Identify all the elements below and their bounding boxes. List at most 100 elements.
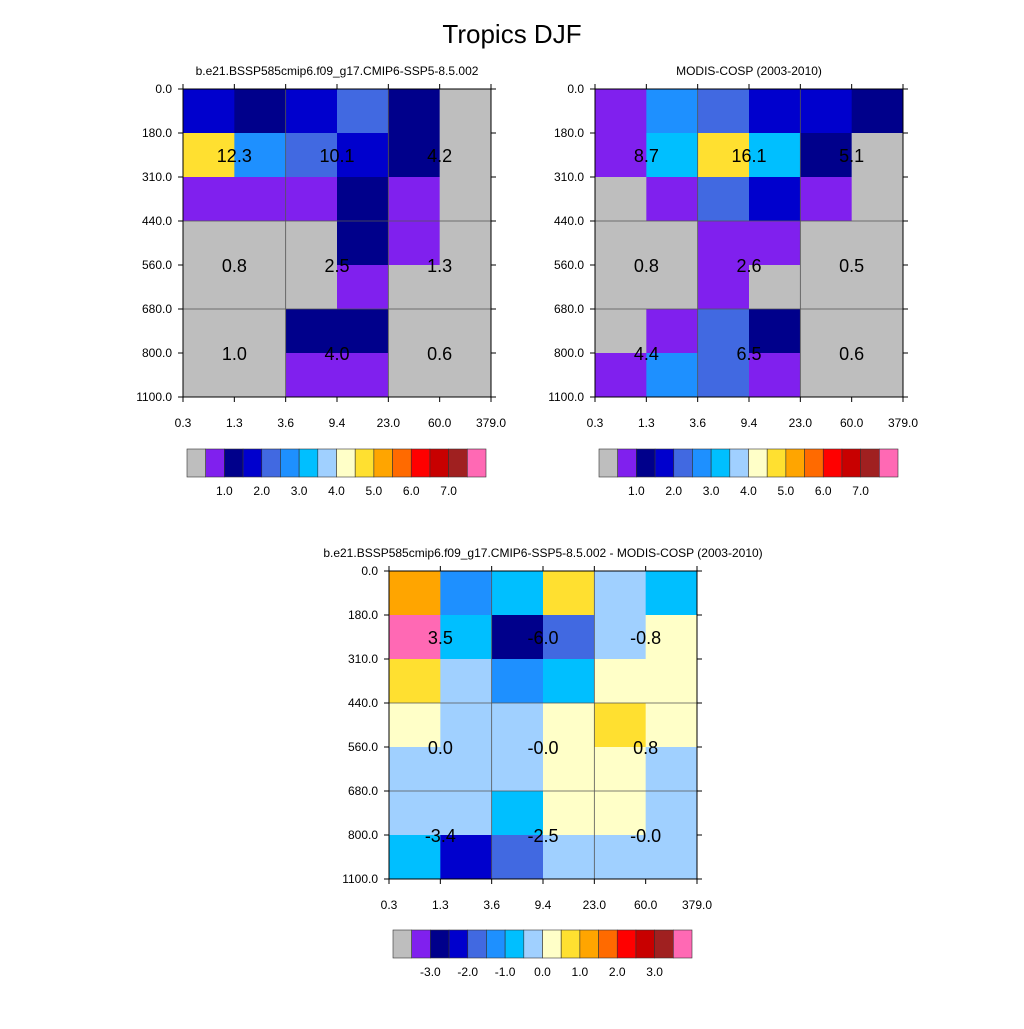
- heatmap-cell: [543, 571, 595, 616]
- heatmap-cell: [389, 571, 441, 616]
- heatmap-cell: [337, 221, 389, 266]
- block-value-label: 4.0: [324, 344, 349, 364]
- colorbar-box: [729, 448, 749, 478]
- block-value-label: 0.8: [222, 256, 247, 276]
- heatmap-cell: [645, 791, 698, 836]
- colorbar-box: [841, 448, 861, 478]
- colorbar-box: [430, 929, 450, 959]
- block-value-label: -0.0: [527, 738, 558, 758]
- heatmap-cell: [697, 89, 750, 134]
- heatmap-cell: [697, 353, 750, 398]
- block-value-label: 0.8: [633, 738, 658, 758]
- heatmap-cell: [594, 703, 647, 748]
- colorbar-box: [242, 448, 263, 478]
- heatmap-cell: [388, 177, 441, 222]
- heatmap-cell: [645, 703, 698, 748]
- heatmap-cell: [440, 703, 493, 748]
- heatmap-cell: [439, 265, 492, 310]
- heatmap-cell: [234, 221, 287, 266]
- panel-3: b.e21.BSSP585cmip6.f09_g17.CMIP6-SSP5-8.…: [323, 546, 762, 979]
- block-value-label: 8.7: [634, 146, 659, 166]
- colorbar-box: [635, 929, 655, 959]
- heatmap-cell: [234, 265, 287, 310]
- block-value-label: 16.1: [731, 146, 766, 166]
- heatmap-cell: [440, 615, 493, 660]
- heatmap-cell: [646, 265, 699, 310]
- heatmap-cell: [337, 353, 389, 398]
- heatmap-cell: [595, 221, 647, 266]
- heatmap-cell: [388, 265, 441, 310]
- y-tick-label: 310.0: [554, 170, 584, 184]
- heatmap-cell: [646, 177, 699, 222]
- y-tick-label: 800.0: [142, 346, 172, 360]
- heatmap-cell: [646, 221, 699, 266]
- colorbar-box: [317, 448, 337, 478]
- heatmap-cell: [595, 133, 647, 178]
- panel-title: b.e21.BSSP585cmip6.f09_g17.CMIP6-SSP5-8.…: [323, 546, 762, 560]
- x-tick-label: 1.3: [226, 416, 243, 430]
- colorbar-box: [504, 929, 525, 959]
- heatmap-cell: [595, 177, 647, 222]
- block-value-label: 3.5: [428, 628, 453, 648]
- heatmap-cell: [234, 353, 287, 398]
- colorbar-label: 6.0: [403, 484, 420, 498]
- heatmap-cell: [491, 703, 544, 748]
- heatmap-cell: [851, 309, 904, 354]
- panel-title: MODIS-COSP (2003-2010): [676, 64, 822, 78]
- colorbar-box: [336, 448, 356, 478]
- block-value-label: 0.8: [634, 256, 659, 276]
- heatmap-cell: [337, 133, 389, 178]
- heatmap-cell: [594, 835, 647, 880]
- block-value-label: -6.0: [527, 628, 558, 648]
- colorbar-box: [692, 448, 712, 478]
- colorbar-box: [654, 929, 674, 959]
- heatmap-cell: [439, 133, 492, 178]
- block-value-label: 12.3: [217, 146, 252, 166]
- x-tick-label: 9.4: [741, 416, 758, 430]
- heatmap-cell: [183, 133, 235, 178]
- y-tick-label: 680.0: [348, 784, 378, 798]
- y-tick-label: 560.0: [554, 258, 584, 272]
- colorbar-box: [467, 448, 487, 478]
- y-tick-label: 560.0: [142, 258, 172, 272]
- heatmap-cell: [491, 747, 544, 792]
- x-tick-label: 9.4: [329, 416, 346, 430]
- heatmap-cell: [697, 265, 750, 310]
- colorbar-box: [766, 448, 787, 478]
- heatmap-cell: [646, 89, 699, 134]
- y-tick-label: 0.0: [361, 564, 378, 578]
- heatmap-cell: [183, 353, 235, 398]
- y-tick-label: 560.0: [348, 740, 378, 754]
- colorbar-box: [879, 448, 899, 478]
- colorbar-box: [392, 448, 412, 478]
- colorbar: 1.0 2.0 3.0 4.0 5.0 6.0 7.0: [598, 448, 899, 498]
- heatmap-cell: [389, 791, 441, 836]
- y-tick-label: 440.0: [142, 214, 172, 228]
- colorbar-box: [860, 448, 880, 478]
- heatmap-cell: [183, 309, 235, 354]
- colorbar-label: 5.0: [366, 484, 383, 498]
- heatmap-cell: [800, 177, 853, 222]
- x-tick-label: 379.0: [888, 416, 918, 430]
- heatmap-cell: [543, 791, 595, 836]
- heatmap-cell: [749, 265, 801, 310]
- heatmap-cell: [543, 615, 595, 660]
- y-tick-label: 440.0: [554, 214, 584, 228]
- heatmap-cell: [440, 659, 493, 704]
- y-tick-label: 680.0: [554, 302, 584, 316]
- y-tick-label: 800.0: [554, 346, 584, 360]
- x-tick-label: 3.6: [483, 898, 500, 912]
- heatmap-cell: [491, 615, 544, 660]
- x-tick-label: 3.6: [689, 416, 706, 430]
- colorbar-box: [373, 448, 393, 478]
- heatmap-cell: [389, 747, 441, 792]
- block-value-label: 5.1: [839, 146, 864, 166]
- x-tick-label: 23.0: [789, 416, 813, 430]
- colorbar-box: [822, 448, 843, 478]
- heatmap-cell: [439, 89, 492, 134]
- y-tick-label: 1100.0: [342, 872, 378, 886]
- heatmap-cell: [388, 221, 441, 266]
- colorbar-box: [411, 929, 431, 959]
